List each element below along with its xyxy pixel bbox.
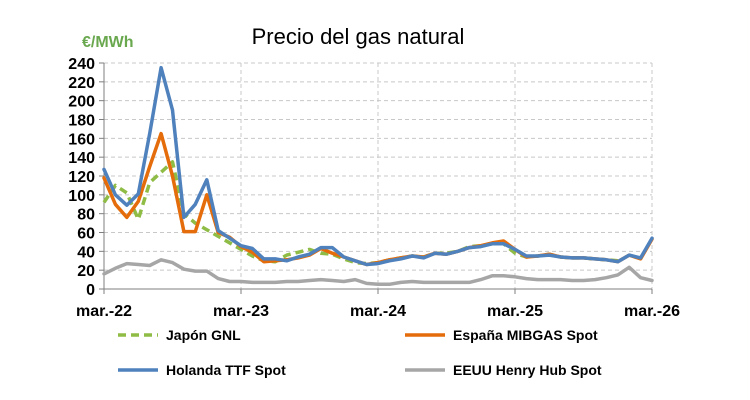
legend-label-eeuu-henry-hub-spot: EEUU Henry Hub Spot [453, 362, 602, 378]
y-tick-label: 60 [77, 226, 95, 243]
legend-label-holanda-ttf-spot: Holanda TTF Spot [166, 362, 286, 378]
y-tick-label: 240 [68, 56, 95, 73]
y-axis-unit-label: €/MWh [82, 34, 134, 51]
grid [104, 62, 653, 289]
legend-label-espana-mibgas-spot: España MIBGAS Spot [453, 327, 598, 343]
y-tick-label: 200 [68, 94, 95, 111]
y-tick-label: 220 [68, 75, 95, 92]
x-tick-label: mar.-23 [213, 303, 269, 320]
y-tick-label: 40 [77, 244, 95, 261]
series-line-eeuu-henry-hub-spot [102, 258, 654, 287]
x-tick-label: mar.-25 [487, 303, 543, 320]
y-tick-label: 160 [68, 131, 95, 148]
y-tick-label: 120 [68, 169, 95, 186]
legend: Japón GNL España MIBGAS Spot Holanda TTF S… [118, 327, 602, 378]
series-lines [102, 65, 654, 287]
legend-label-japon-gnl: Japón GNL [166, 327, 241, 343]
series-line-holanda-ttf-spot [102, 65, 654, 267]
y-tick-label: 80 [77, 207, 95, 224]
y-tick-label: 140 [68, 150, 95, 167]
y-tick-label: 20 [77, 263, 95, 280]
x-tick-label: mar.-24 [350, 303, 406, 320]
x-tick-label: mar.-26 [624, 303, 680, 320]
y-tick-label: 100 [68, 188, 95, 205]
y-tick-label: 0 [86, 282, 95, 299]
chart-title: Precio del gas natural [252, 24, 465, 49]
y-tick-label: 180 [68, 113, 95, 130]
x-tick-label: mar.-22 [76, 303, 132, 320]
